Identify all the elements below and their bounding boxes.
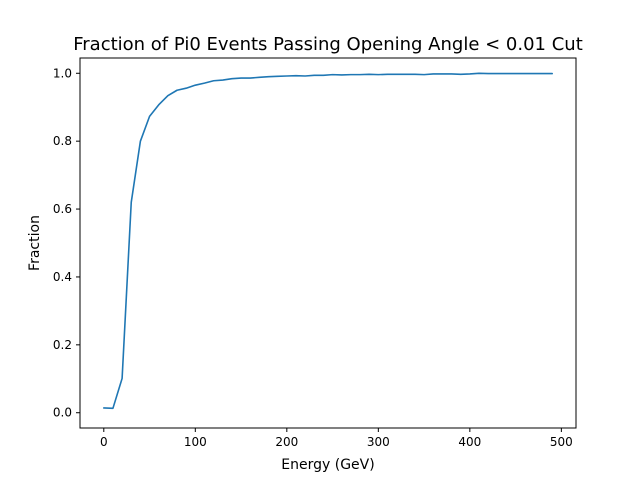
plot-frame bbox=[79, 57, 577, 429]
y-tick-label: 0.2 bbox=[53, 338, 72, 352]
series-line bbox=[102, 72, 554, 410]
y-tick-label: 0.8 bbox=[53, 134, 72, 148]
chart-title: Fraction of Pi0 Events Passing Opening A… bbox=[73, 34, 583, 55]
y-tick-label: 0.6 bbox=[53, 202, 72, 216]
x-tick-label: 200 bbox=[275, 435, 298, 449]
x-axis-label: Energy (GeV) bbox=[281, 457, 374, 473]
y-axis-label: Fraction bbox=[27, 215, 43, 271]
y-axis-ticks: 0.0 0.2 0.4 0.6 0.8 1.0 bbox=[53, 66, 80, 420]
y-tick-label: 0.4 bbox=[53, 270, 72, 284]
y-tick-label: 0.0 bbox=[53, 406, 72, 420]
x-tick-label: 100 bbox=[184, 435, 207, 449]
x-tick-label: 0 bbox=[100, 435, 108, 449]
x-tick-label: 300 bbox=[367, 435, 390, 449]
x-tick-label: 500 bbox=[550, 435, 573, 449]
x-axis-ticks: 0 100 200 300 400 500 bbox=[100, 428, 573, 449]
y-tick-label: 1.0 bbox=[53, 66, 72, 80]
x-tick-label: 400 bbox=[458, 435, 481, 449]
series-layer bbox=[102, 72, 554, 410]
